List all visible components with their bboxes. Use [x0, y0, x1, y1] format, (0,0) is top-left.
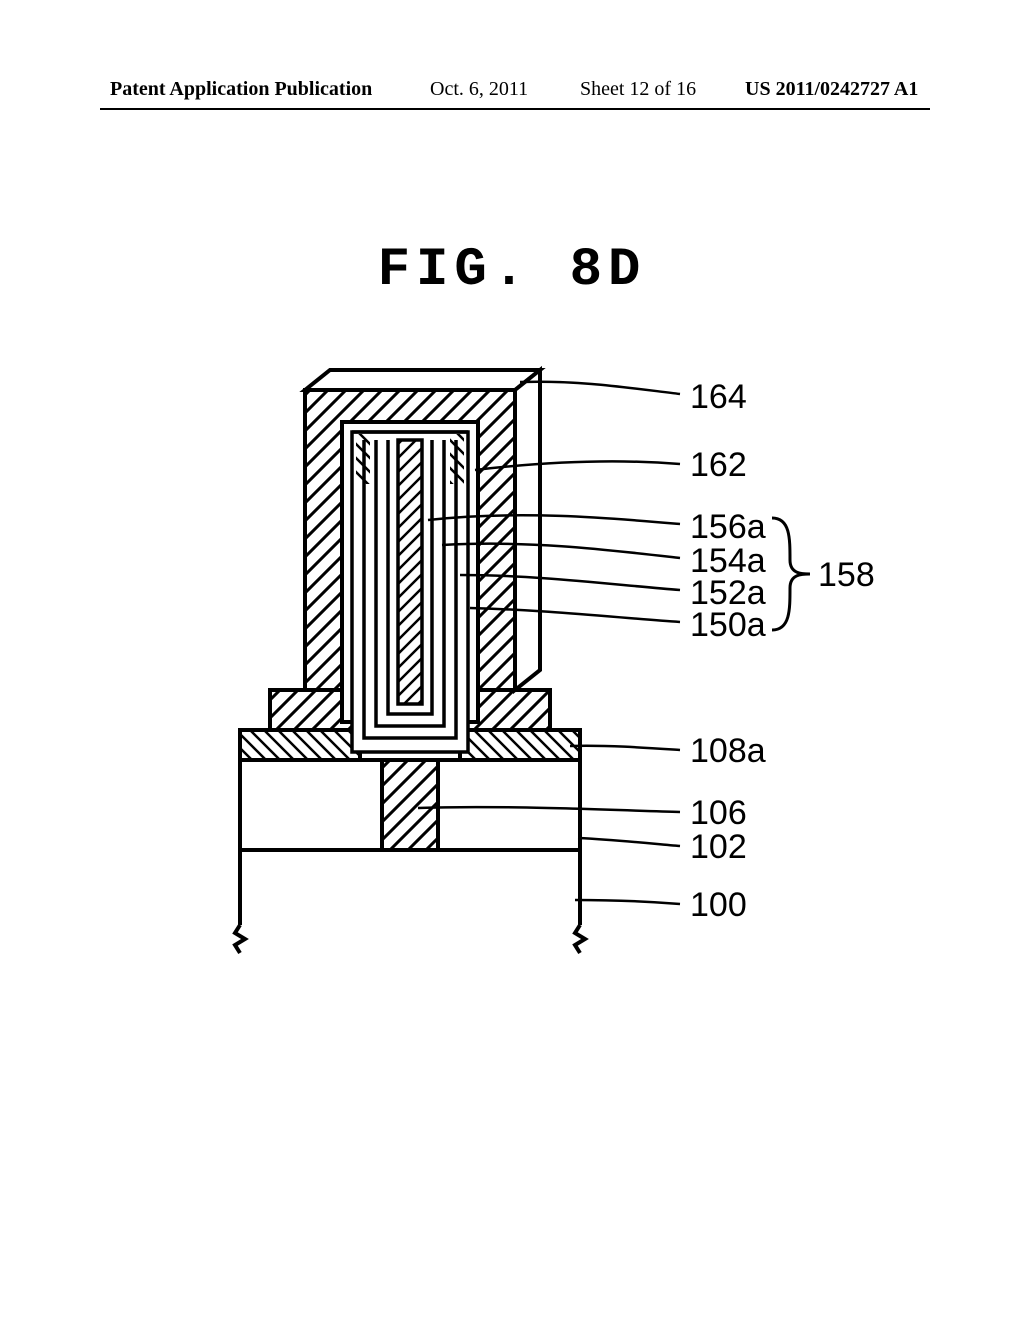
publication-type: Patent Application Publication: [110, 78, 372, 101]
sheet-info: Sheet 12 of 16: [580, 78, 696, 101]
figure-diagram: 164 162 156a 154a 152a 150a 158 108a 106…: [160, 360, 880, 980]
publication-date: Oct. 6, 2011: [430, 78, 528, 101]
publication-number: US 2011/0242727 A1: [745, 78, 918, 101]
label-102: 102: [690, 828, 747, 867]
header-rule: [100, 108, 930, 110]
label-158: 158: [818, 556, 875, 595]
label-100: 100: [690, 886, 747, 925]
label-164: 164: [690, 378, 747, 417]
label-108a: 108a: [690, 732, 766, 771]
label-150a: 150a: [690, 606, 766, 645]
figure-title: FIG. 8D: [0, 240, 1024, 301]
label-162: 162: [690, 446, 747, 485]
